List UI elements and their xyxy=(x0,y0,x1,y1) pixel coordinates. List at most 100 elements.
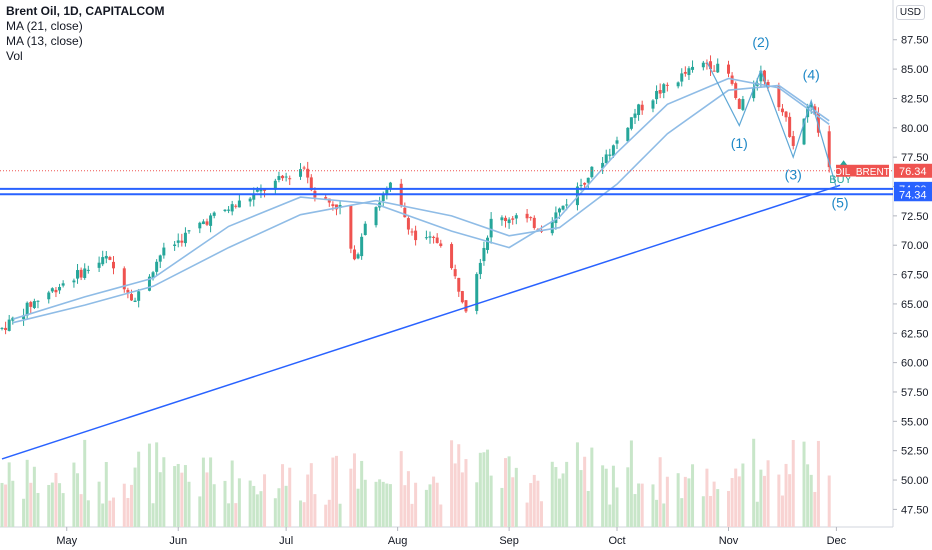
candle-body xyxy=(126,289,130,293)
candle-body xyxy=(7,319,11,331)
volume-bar xyxy=(450,440,454,527)
time-axis: May Jun Jul Aug Sep Oct Nov Dec xyxy=(56,527,847,547)
candle-body xyxy=(683,71,687,74)
candle-body xyxy=(187,230,191,232)
volume-bar xyxy=(205,472,209,527)
candle-body xyxy=(79,269,83,278)
volume-bar xyxy=(158,472,162,527)
volume-bar xyxy=(7,462,11,527)
candle-body xyxy=(406,218,410,230)
volume-bar xyxy=(655,499,659,527)
candle-body xyxy=(205,221,209,225)
volume-bar xyxy=(4,484,8,527)
candle-body xyxy=(687,68,691,76)
grid xyxy=(0,0,894,528)
volume-bar xyxy=(730,478,734,527)
volume-bar xyxy=(273,498,277,527)
volume-bar xyxy=(788,474,792,527)
candle-body xyxy=(662,84,666,93)
candle-body xyxy=(727,64,731,74)
volume-bar xyxy=(129,484,133,527)
volume-bar xyxy=(227,503,231,527)
volume-bar xyxy=(816,440,820,527)
currency-badge[interactable]: USD xyxy=(895,5,925,20)
candle-body xyxy=(122,268,126,290)
candle-body xyxy=(453,269,457,277)
volume-bar xyxy=(489,475,493,527)
volume-bar xyxy=(662,503,666,527)
candle-body xyxy=(230,204,234,212)
volume-bar xyxy=(460,472,464,527)
x-tick-label: Oct xyxy=(608,535,625,547)
y-tick-label: 65.00 xyxy=(901,299,929,311)
volume-bar xyxy=(403,485,407,527)
volume-bar xyxy=(414,482,418,527)
ma13-line xyxy=(12,77,830,320)
volume-bar xyxy=(137,451,141,527)
candle-body xyxy=(432,236,436,238)
volume-bar xyxy=(284,485,288,527)
candle-body xyxy=(464,300,468,312)
candle-body xyxy=(780,108,784,113)
volume-bar xyxy=(237,478,241,527)
candle-body xyxy=(147,276,151,291)
candle-body xyxy=(212,212,216,216)
candle-body xyxy=(129,294,133,301)
candle-body xyxy=(557,208,561,213)
volume-bar xyxy=(482,452,486,527)
volume-bar xyxy=(374,481,378,527)
candle-body xyxy=(676,82,680,87)
volume-bar xyxy=(604,468,608,527)
volume-bar xyxy=(410,503,414,527)
volume-bar xyxy=(590,447,594,527)
volume-bar xyxy=(122,483,126,527)
candle-body xyxy=(414,230,418,241)
price-axis: 87.5085.0082.5080.0077.5075.0072.5070.00… xyxy=(893,35,932,516)
volume-bar xyxy=(388,484,392,527)
x-tick-label: Aug xyxy=(388,535,408,547)
candle-body xyxy=(478,262,482,275)
candle-body xyxy=(11,317,15,321)
volume-bar xyxy=(83,439,87,527)
volume-bar xyxy=(349,468,353,527)
volume-bar xyxy=(777,474,781,527)
lower-level-badge-box xyxy=(894,187,932,202)
volume-bar xyxy=(640,483,644,527)
volume-bar xyxy=(198,496,202,527)
candle-body xyxy=(802,118,806,145)
candle-body xyxy=(306,168,310,178)
volume-bar xyxy=(759,469,763,527)
volume-bar xyxy=(791,440,795,527)
candle-body xyxy=(50,288,54,292)
candle-body xyxy=(827,131,831,168)
candle-body xyxy=(173,244,177,246)
volume-bar xyxy=(762,475,766,527)
y-tick-label: 77.50 xyxy=(901,152,929,164)
x-tick-label: Jul xyxy=(279,535,293,547)
candle-body xyxy=(183,232,187,244)
volume-bar xyxy=(428,484,432,527)
candle-body xyxy=(381,194,385,201)
volume-bar xyxy=(360,460,364,527)
volume-bar xyxy=(338,503,342,527)
candle-body xyxy=(615,140,619,144)
candle-body xyxy=(277,176,281,180)
candle-body xyxy=(374,207,378,226)
candle-body xyxy=(302,167,306,169)
candle-body xyxy=(259,188,263,192)
volume-bar xyxy=(155,442,159,527)
y-tick-label: 70.00 xyxy=(901,240,929,252)
candle-body xyxy=(741,99,745,110)
candle-body xyxy=(327,198,331,203)
candle-body xyxy=(532,217,536,228)
candle-body xyxy=(198,222,202,229)
candle-body xyxy=(525,213,529,219)
candle-body xyxy=(352,249,356,260)
volume-bar xyxy=(453,463,457,527)
volume-bar xyxy=(557,478,561,527)
candle-body xyxy=(299,169,303,177)
volume-bar xyxy=(97,481,101,527)
candle-body xyxy=(500,217,504,221)
volume-bar xyxy=(209,457,213,527)
